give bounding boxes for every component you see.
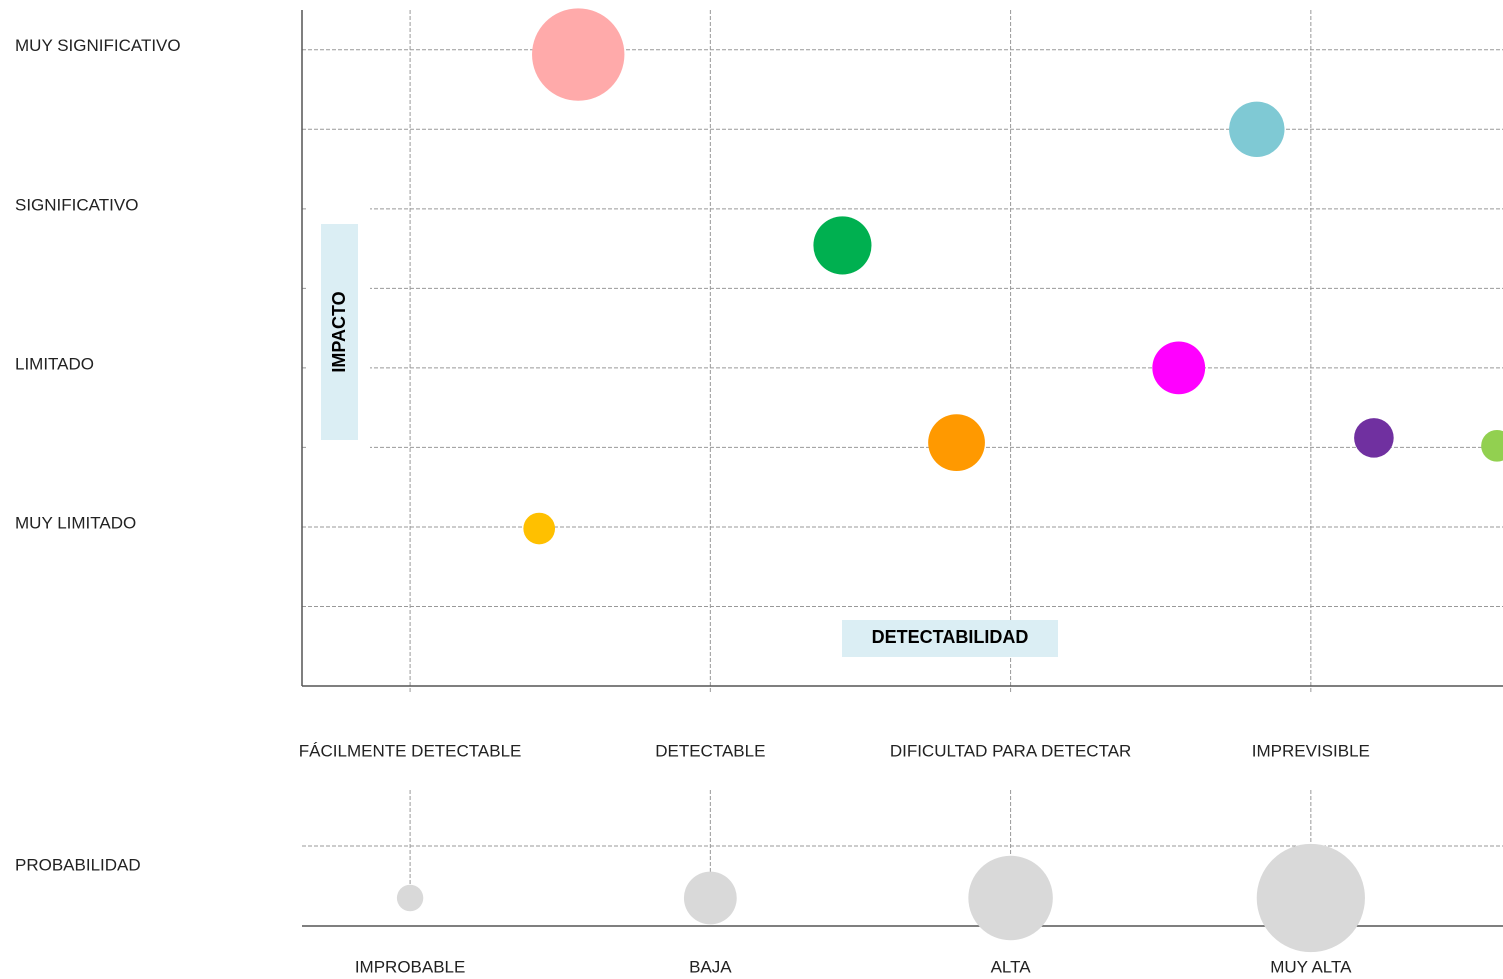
bubble: [523, 513, 555, 545]
x-axis-title: DETECTABILIDAD: [872, 627, 1029, 647]
y-tick-label: MUY LIMITADO: [15, 513, 136, 532]
y-tick-label: LIMITADO: [15, 354, 94, 373]
size-legend-bubble: [684, 872, 737, 925]
size-legend-label: MUY ALTA: [1270, 957, 1352, 976]
size-legend-bubble: [1257, 844, 1365, 952]
bubble: [1229, 102, 1284, 157]
size-legend-label: ALTA: [991, 957, 1032, 976]
size-legend-bubble: [968, 856, 1052, 940]
bubble: [928, 414, 985, 471]
y-tick-label: SIGNIFICATIVO: [15, 195, 138, 214]
bubble: [1354, 418, 1394, 458]
size-legend-label: BAJA: [689, 957, 732, 976]
x-tick-label: IMPREVISIBLE: [1252, 741, 1370, 760]
size-legend-label: IMPROBABLE: [355, 957, 466, 976]
x-tick-label: FÁCILMENTE DETECTABLE: [299, 741, 522, 760]
chart: IMPACTO DETECTABILIDAD PROBABILIDAD MUY …: [0, 0, 1503, 979]
y-axis-title: IMPACTO: [329, 291, 349, 372]
bubble: [1481, 430, 1503, 462]
x-tick-label: DIFICULTAD PARA DETECTAR: [890, 741, 1132, 760]
size-legend-title: PROBABILIDAD: [15, 855, 141, 874]
bubble: [532, 8, 624, 100]
x-tick-label: DETECTABLE: [655, 741, 765, 760]
y-tick-label: MUY SIGNIFICATIVO: [15, 36, 181, 55]
size-legend-bubble: [397, 885, 423, 911]
bubble: [1152, 341, 1205, 394]
bubble: [813, 216, 871, 274]
